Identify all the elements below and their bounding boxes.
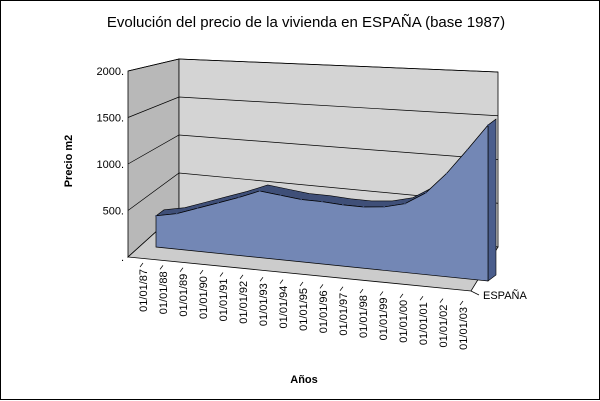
x-tick-label: 01/01/02 (438, 305, 450, 348)
data-point (155, 215, 157, 217)
gridline (127, 58, 499, 73)
data-point (279, 194, 282, 197)
x-axis-label: Años (290, 374, 318, 386)
x-tick-mark (399, 293, 404, 299)
depth-tick-mark (470, 290, 480, 296)
gridline (127, 96, 499, 118)
x-tick-label: 01/01/93 (258, 283, 270, 326)
x-tick-label: 01/01/90 (198, 276, 210, 319)
data-point (445, 172, 448, 175)
x-tick-label: 01/01/95 (298, 288, 310, 331)
x-tick-mark (159, 265, 164, 270)
chart-title: Evolución del precio de la vivienda en E… (107, 14, 505, 31)
y-axis-ticks: 2000. 1500. 1000. 500.. (96, 66, 124, 264)
x-tick-label: 01/01/03 (458, 307, 470, 350)
data-point (321, 200, 323, 203)
x-tick-label: 01/01/89 (178, 274, 190, 317)
data-point (175, 212, 178, 215)
x-tick-label: 01/01/91 (218, 279, 230, 322)
x-tick-label: 01/01/97 (338, 293, 350, 336)
series-side-face (487, 118, 497, 282)
x-tick-label: 01/01/88 (158, 271, 170, 314)
x-tick-mark (379, 291, 384, 296)
x-tick-label: 01/01/98 (358, 295, 370, 338)
x-tick-mark (419, 296, 424, 301)
y-tick-label: 1000. (96, 159, 124, 171)
y-tick-label: . (121, 252, 124, 264)
x-tick-mark (339, 286, 344, 291)
x-tick-mark (139, 262, 144, 268)
x-tick-label: 01/01/96 (318, 290, 330, 333)
data-point (383, 206, 386, 208)
x-tick-label: 01/01/99 (378, 298, 390, 341)
x-tick-label: 01/01/94 (278, 286, 290, 329)
data-point (238, 196, 240, 199)
x-tick-mark (239, 274, 244, 280)
x-tick-mark (179, 267, 184, 272)
data-point (424, 192, 427, 194)
x-tick-mark (359, 288, 364, 294)
data-point (258, 190, 261, 192)
x-axis-ticks: 01/01/87 01/01/88 01/01/89 01/01/90 01/01/91… (138, 262, 480, 350)
data-point (196, 207, 199, 210)
y-tick-label: 1500. (96, 113, 124, 125)
x-tick-mark (199, 269, 204, 275)
x-tick-label: 01/01/01 (418, 302, 430, 345)
x-tick-mark (459, 300, 464, 306)
x-tick-mark (439, 298, 444, 303)
data-point (466, 149, 469, 151)
x-tick-label: 01/01/92 (238, 281, 250, 324)
y-tick-label: 2000. (96, 66, 124, 78)
data-point (217, 202, 220, 204)
data-point (341, 204, 344, 206)
series-label: ESPAÑA (483, 289, 527, 302)
data-point (487, 124, 489, 126)
y-axis-label: Precio m2 (63, 135, 75, 188)
x-tick-mark (299, 281, 304, 287)
series-area (155, 124, 489, 282)
x-tick-mark (279, 279, 284, 284)
x-tick-mark (259, 277, 264, 282)
data-point (362, 206, 365, 208)
gridlines (127, 58, 499, 211)
area-series (154, 118, 497, 282)
data-point (404, 202, 406, 205)
x-tick-label: 01/01/87 (138, 269, 150, 312)
x-tick-mark (319, 284, 324, 289)
data-point (300, 198, 303, 201)
x-tick-label: 01/01/00 (398, 300, 410, 343)
x-tick-mark (219, 272, 224, 277)
gridline (127, 134, 499, 165)
y-tick-label: 500. (103, 206, 124, 218)
gridline (127, 172, 499, 211)
